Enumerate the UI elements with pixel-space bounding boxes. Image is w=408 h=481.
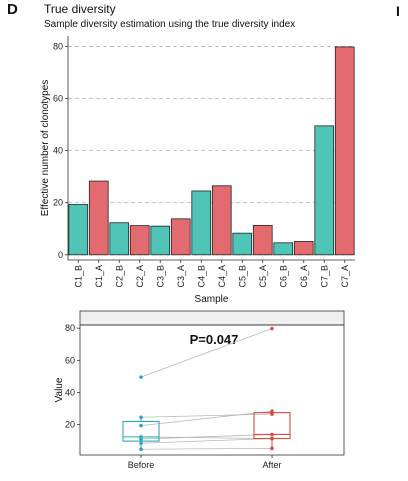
data-point [139,441,143,446]
data-point [270,436,274,441]
bar [88,180,109,256]
box [122,420,160,442]
plot-frame [79,324,345,456]
y-tick-label: 80 [53,41,63,51]
y-axis-label: Effective number of clonotypes [40,80,51,217]
data-point [270,446,274,451]
x-tick-label: C5_B [237,265,247,288]
data-point [139,375,143,379]
panel-letter: D [7,1,18,18]
next-panel-letter: I [396,3,400,19]
pair-line [140,436,273,440]
y-tick-label: 60 [65,355,75,365]
bar-chart: 0 20 40 60 80 C1_B C1_A C2_B C2_A C3_B C3_A C4_B C4_… [40,36,355,305]
bar [150,225,171,256]
y-tick-label: 0 [58,250,63,260]
data-point [139,437,143,441]
data-point [270,326,274,331]
pair-line [140,413,273,418]
pair-line [140,410,273,427]
x-tick-label: C1_A [94,265,104,288]
bar [68,204,89,256]
data-point [139,415,143,420]
y-tick-label: 40 [65,387,75,397]
y-tick-label: 60 [53,94,63,104]
x-tick-label: Before [128,460,155,470]
strip-header [79,310,345,326]
pair-line [140,448,273,450]
data-point [270,409,274,413]
bar [314,125,335,256]
bar [293,241,314,256]
bar [334,46,355,256]
x-tick-label: C1_B [73,265,83,288]
data-point [270,432,274,437]
pair-line [140,438,273,444]
x-tick-label: C4_B [196,265,206,288]
chart-subtitle: Sample diversity estimation using the tr… [44,19,296,30]
x-tick-label: C4_A [217,265,227,288]
x-tick-label: C2_A [135,265,145,288]
pair-line [140,434,273,440]
data-point [139,447,143,452]
bar [170,218,191,256]
x-tick-label: After [262,460,281,470]
x-axis-label: Sample [195,294,229,305]
y-tick-label: 20 [65,420,75,430]
bar [191,190,212,256]
bar [109,222,130,256]
bar [232,232,253,256]
chart-title: True diversity [44,2,116,16]
bar [211,185,232,256]
p-value-annotation: P=0.047 [190,332,239,347]
bar [129,225,150,256]
bar [273,242,294,256]
y-tick-label: 20 [53,198,63,208]
data-point [139,423,143,428]
x-tick-label: C7_A [340,265,350,288]
x-tick-label: C6_B [278,265,288,288]
data-point [270,412,274,416]
x-tick-label: C5_A [258,265,268,288]
pair-line [140,328,273,378]
y-tick-label: 80 [65,323,75,333]
y-axis-label: Value [54,377,65,402]
x-tick-label: C6_A [299,265,309,288]
y-tick-label: 40 [53,146,63,156]
bar [252,224,273,256]
x-tick-label: C7_B [319,265,329,288]
x-tick-label: C3_B [155,265,165,288]
x-tick-label: C2_B [114,265,124,288]
x-tick-label: C3_A [176,265,186,288]
